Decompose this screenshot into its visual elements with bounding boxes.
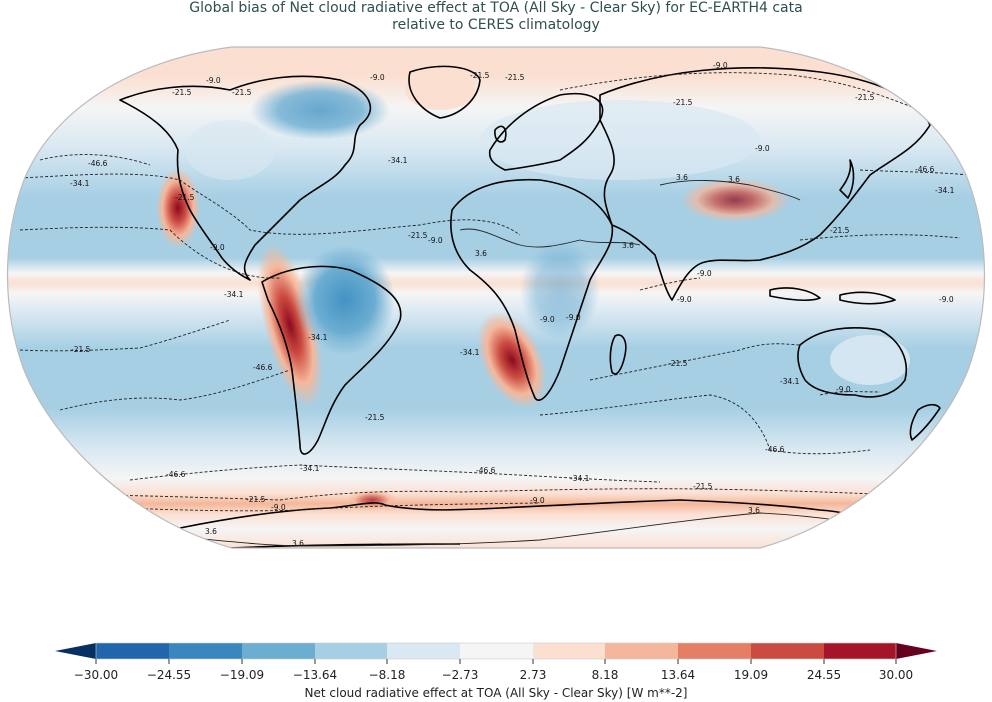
tick-label: 30.00 — [879, 668, 913, 682]
contour-label: -21.5 — [246, 495, 266, 504]
contour-label: 3.6 — [475, 249, 487, 258]
chart-title: Global bias of Net cloud radiative effec… — [0, 0, 992, 34]
tick-label: −13.64 — [293, 668, 337, 682]
colorbar-label: Net cloud radiative effect at TOA (All S… — [305, 686, 688, 700]
contour-label: -46.6 — [765, 445, 785, 454]
contour-label: -34.1 — [388, 156, 408, 165]
contour-label: -21.5 — [71, 345, 91, 354]
california-bias — [156, 168, 200, 248]
contour-label: -9.0 — [370, 73, 385, 82]
contour-label: 3.6 — [622, 241, 634, 250]
tick-label: 19.09 — [734, 668, 768, 682]
contour-label: -9.0 — [677, 295, 692, 304]
contour-label: -21.5 — [505, 73, 525, 82]
contour-label: -21.5 — [365, 413, 385, 422]
contour-label: 3.6 — [728, 175, 740, 184]
contour-label: -21.5 — [470, 71, 490, 80]
contour-label: -46.6 — [253, 363, 273, 372]
peru-chile-bias — [257, 242, 323, 408]
contour-label: -34.1 — [460, 348, 480, 357]
tick-label: 8.18 — [592, 668, 619, 682]
world-map: -9.0 -21.5 -21.5 -9.0 -21.5 -21.5 -9.0 -… — [6, 46, 986, 549]
contour-label: -34.1 — [70, 179, 90, 188]
contour-label: -21.5 — [830, 226, 850, 235]
contour-label: -46.6 — [88, 159, 108, 168]
contour-label: -34.1 — [570, 474, 590, 483]
contour-label: -21.5 — [175, 193, 195, 202]
contour-label: 3.6 — [205, 527, 217, 536]
contour-label: -9.0 — [530, 496, 545, 505]
tick-label: 13.64 — [661, 668, 695, 682]
contour-label: -9.0 — [540, 315, 555, 324]
contour-label: -21.5 — [408, 231, 428, 240]
contour-label: 3.6 — [748, 506, 760, 515]
tick-label: −19.09 — [220, 668, 264, 682]
climatology-contours — [19, 72, 969, 547]
tick-label: −30.00 — [74, 668, 118, 682]
contour-label: -34.1 — [935, 186, 955, 195]
contour-labels: -9.0 -21.5 -21.5 -9.0 -21.5 -21.5 -9.0 -… — [70, 61, 955, 548]
contour-label: 3.6 — [292, 539, 304, 548]
contour-label: -9.0 — [836, 385, 851, 394]
colorbar: −30.00 −24.55 −19.09 −13.64 −8.18 −2.73 … — [55, 642, 937, 700]
coastlines — [119, 65, 941, 548]
contour-label: -46.6 — [166, 470, 186, 479]
contour-label: -21.5 — [232, 88, 252, 97]
tick-label: −2.73 — [442, 668, 479, 682]
colorbar-bins — [96, 643, 896, 659]
contour-label: -9.0 — [755, 144, 770, 153]
contour-label: -9.0 — [566, 313, 581, 322]
contour-label: -34.1 — [300, 464, 320, 473]
contour-label: -46.6 — [915, 165, 935, 174]
contour-label: -21.5 — [673, 98, 693, 107]
contour-label: -34.1 — [308, 333, 328, 342]
contour-label: -9.0 — [271, 503, 286, 512]
tick-label: 2.73 — [520, 668, 547, 682]
tick-label: 24.55 — [807, 668, 841, 682]
contour-label: -21.5 — [172, 88, 192, 97]
map-field: -9.0 -21.5 -21.5 -9.0 -21.5 -21.5 -9.0 -… — [7, 47, 985, 548]
map-boundary — [6, 46, 986, 549]
colorbar-under-arrow — [55, 643, 96, 659]
contour-label: -46.6 — [476, 466, 496, 475]
amazon-bias — [295, 245, 395, 355]
contour-label: 3.6 — [676, 173, 688, 182]
contour-label: -9.0 — [713, 61, 728, 70]
contour-label: -34.1 — [780, 377, 800, 386]
contour-label: -21.5 — [668, 359, 688, 368]
tibet-bias — [680, 178, 790, 222]
contour-label: -9.0 — [210, 243, 225, 252]
contour-label: -34.1 — [224, 290, 244, 299]
contour-label: -9.0 — [428, 236, 443, 245]
title-line-1: Global bias of Net cloud radiative effec… — [189, 0, 803, 16]
tick-label: −8.18 — [369, 668, 406, 682]
colorbar-tick-labels: −30.00 −24.55 −19.09 −13.64 −8.18 −2.73 … — [74, 668, 913, 682]
contour-label: -21.5 — [855, 93, 875, 102]
title-line-2: relative to CERES climatology — [392, 17, 600, 33]
contour-label: -9.0 — [697, 269, 712, 278]
greenland-bias — [405, 70, 475, 110]
contour-label: -9.0 — [939, 295, 954, 304]
tick-label: −24.55 — [147, 668, 191, 682]
colorbar-ticks — [95, 659, 897, 664]
contour-label: -21.5 — [693, 482, 713, 491]
colorbar-over-arrow — [896, 643, 937, 659]
contour-label: -9.0 — [206, 76, 221, 85]
